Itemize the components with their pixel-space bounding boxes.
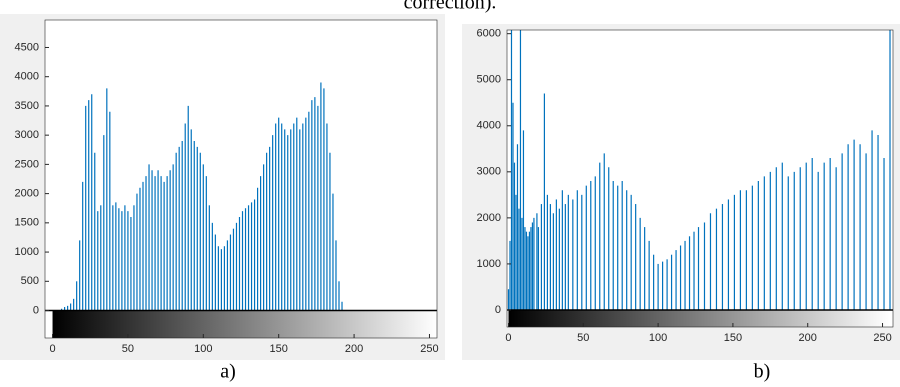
stems (60, 82, 343, 311)
x-tick-label: 0 (49, 343, 55, 355)
stems (507, 30, 891, 310)
x-tick-label: 50 (577, 332, 589, 344)
plot-area (507, 30, 893, 327)
y-tick-label: 500 (21, 275, 39, 287)
y-tick-label: 4000 (15, 71, 39, 83)
y-tick-label: 3500 (15, 100, 39, 112)
y-tick-label: 4500 (15, 41, 39, 53)
x-tick-label: 250 (420, 343, 438, 355)
y-tick-label: 1000 (15, 246, 39, 258)
x-tick-label: 50 (122, 343, 134, 355)
header-text: correction). (404, 0, 497, 14)
y-tick-label: 2500 (15, 158, 39, 170)
x-tick-label: 200 (345, 343, 363, 355)
caption: a) (220, 361, 236, 383)
gray-bar (508, 309, 891, 327)
x-tick-label: 0 (505, 332, 511, 344)
chart: 0 1000 2000 3000 4000 5000 6000 0 50 100 150 200 250… (477, 28, 894, 383)
y-tick-label: 1500 (15, 217, 39, 229)
y-tick-label: 4000 (477, 120, 501, 132)
x-tick-label: 250 (873, 332, 891, 344)
y-tick-label: 1000 (477, 258, 501, 270)
x-tick-label: 150 (724, 332, 742, 344)
y-tick-label: 5000 (477, 74, 501, 86)
chart: 0 500 1000 1500 2000 2500 3000 3500 4000 4500 0 50 1… (15, 19, 439, 383)
y-tick-label: 3000 (15, 129, 39, 141)
y-tick-label: 3000 (477, 166, 501, 178)
y-tick-label: 2000 (15, 188, 39, 200)
axes-box (506, 29, 894, 328)
x-tick-label: 150 (270, 343, 288, 355)
y-tick-label: 0 (33, 304, 39, 316)
axes-box (44, 19, 438, 339)
y-tick-label: 0 (495, 304, 501, 316)
x-tick-label: 100 (194, 343, 212, 355)
y-tick-label: 2000 (477, 212, 501, 224)
y-tick-label: 6000 (477, 28, 501, 40)
caption: b) (754, 361, 771, 383)
gray-bar (52, 310, 438, 338)
x-tick-label: 200 (799, 332, 817, 344)
x-tick-label: 100 (649, 332, 667, 344)
